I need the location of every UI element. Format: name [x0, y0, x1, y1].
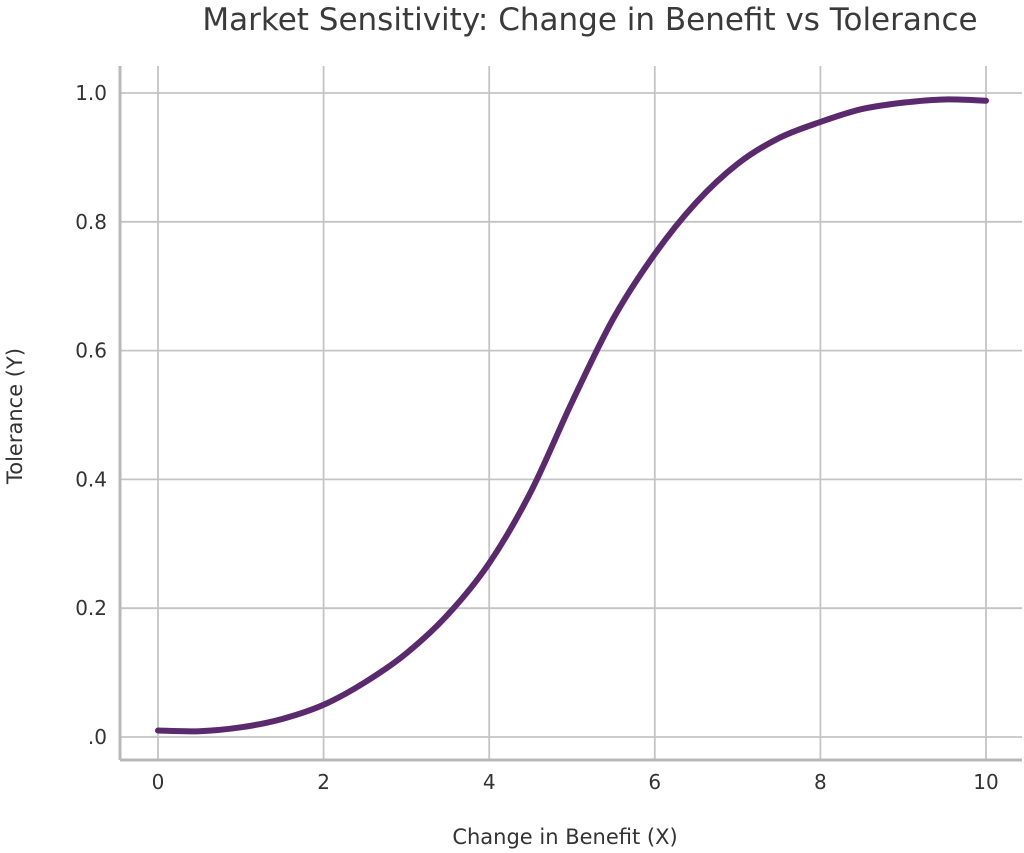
chart-title: Market Sensitivity: Change in Benefit vs… [202, 2, 977, 38]
y-tick-label: 0.8 [75, 210, 107, 234]
y-tick-label: 0.2 [75, 596, 107, 620]
axes [118, 66, 1022, 762]
x-axis-ticks: 0 2 4 6 8 10 [152, 770, 999, 794]
series-line [155, 96, 989, 735]
x-tick-label: 0 [152, 770, 165, 794]
x-axis-label: Change in Benefit (X) [452, 825, 677, 849]
grid [120, 66, 1022, 760]
y-axis-ticks: .0 0.2 0.4 0.6 0.8 1.0 [75, 81, 107, 749]
y-tick-label: .0 [88, 725, 107, 749]
x-tick-label: 4 [483, 770, 496, 794]
y-tick-label: 1.0 [75, 81, 107, 105]
x-tick-label: 10 [973, 770, 998, 794]
x-tick-label: 6 [648, 770, 661, 794]
y-tick-label: 0.6 [75, 339, 107, 363]
y-tick-label: 0.4 [75, 467, 107, 491]
x-tick-label: 2 [317, 770, 330, 794]
y-axis-label: Tolerance (Y) [3, 348, 27, 485]
x-tick-label: 8 [814, 770, 827, 794]
series-group [155, 96, 989, 735]
